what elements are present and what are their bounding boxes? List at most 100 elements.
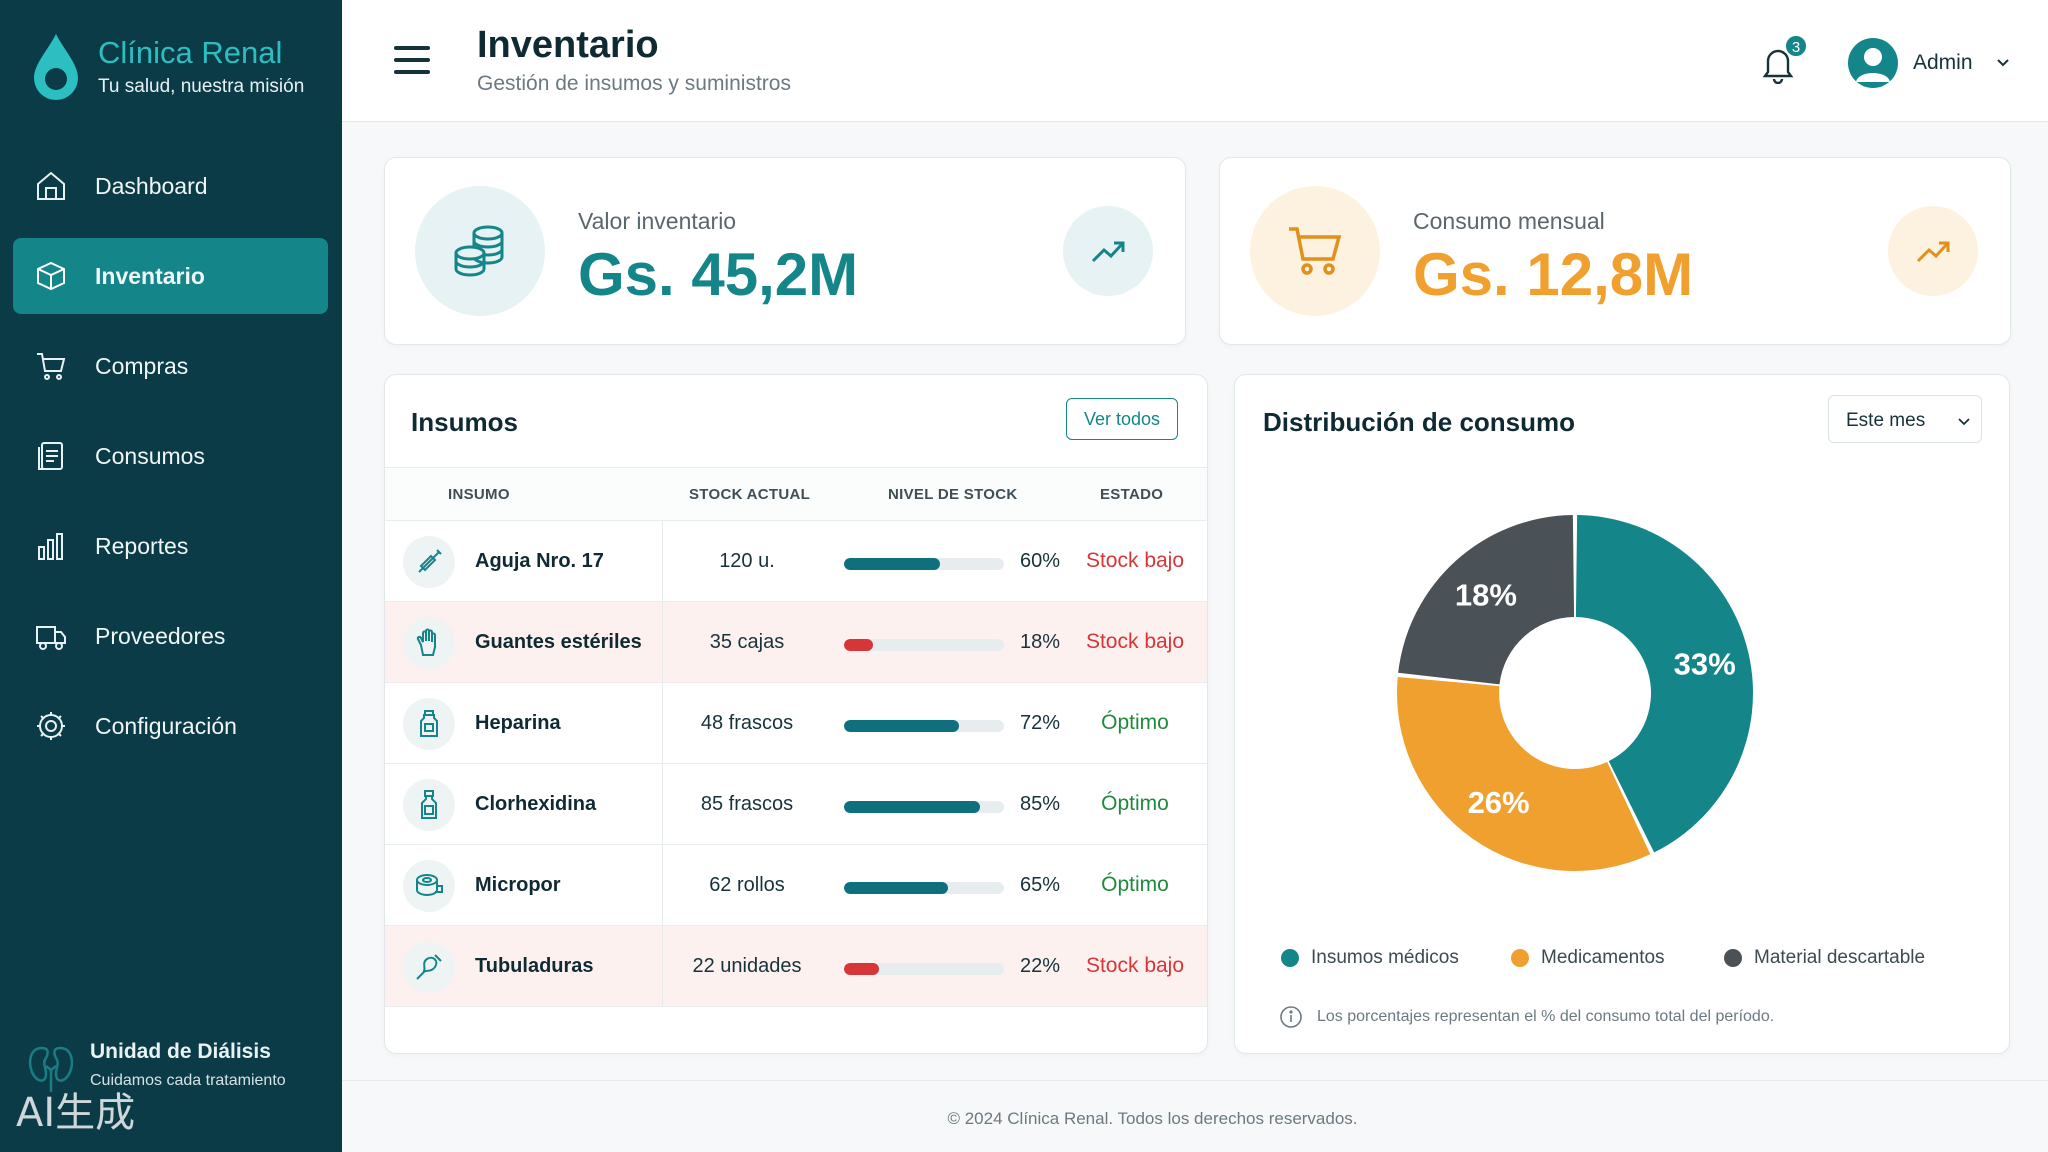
info-icon bbox=[1280, 1006, 1302, 1028]
legend-label: Medicamentos bbox=[1541, 947, 1665, 968]
table-body: Aguja Nro. 17 120 u. 60% Stock bajo Guan… bbox=[385, 521, 1207, 1007]
donut-slice-0[interactable] bbox=[1575, 515, 1753, 853]
status-badge: Stock bajo bbox=[1085, 954, 1185, 977]
stat-value: Gs. 45,2M bbox=[578, 241, 859, 308]
supply-name: Heparina bbox=[475, 712, 561, 734]
chevron-down-icon bbox=[1958, 418, 1970, 426]
sidebar-item-label: Proveedores bbox=[95, 622, 226, 649]
cart-icon bbox=[33, 348, 69, 384]
bell-icon[interactable] bbox=[1760, 44, 1796, 84]
supply-name: Clorhexidina bbox=[475, 793, 597, 815]
needle-icon bbox=[403, 536, 455, 588]
stock-level-fill bbox=[844, 720, 960, 732]
stock-level-fill bbox=[844, 801, 980, 813]
chart-note: Los porcentajes representan el % del con… bbox=[1279, 1005, 1774, 1029]
sidebar-nav: Dashboard Inventario Compras Consumos Re… bbox=[13, 148, 328, 778]
sidebar-item-label: Reportes bbox=[95, 532, 189, 559]
legend-swatch bbox=[1511, 949, 1529, 967]
view-all-button[interactable]: Ver todos bbox=[1066, 398, 1178, 440]
stock-level-fill bbox=[844, 558, 940, 570]
tape-icon bbox=[403, 860, 455, 912]
stat-value: Gs. 12,8M bbox=[1413, 241, 1694, 308]
cart-icon bbox=[1250, 186, 1380, 316]
chevron-down-icon[interactable] bbox=[1995, 54, 2011, 70]
sidebar-item-proveedores[interactable]: Proveedores bbox=[13, 598, 328, 674]
sidebar-item-label: Consumos bbox=[95, 442, 205, 469]
table-row[interactable]: Guantes estériles 35 cajas 18% Stock baj… bbox=[385, 602, 1207, 683]
inventory-value-card: Valor inventario Gs. 45,2M bbox=[384, 157, 1186, 345]
trend-up-icon bbox=[1888, 206, 1978, 296]
legend-item[interactable]: Medicamentos bbox=[1511, 947, 1665, 969]
stock-level-bar bbox=[844, 963, 1004, 975]
legend-swatch bbox=[1724, 949, 1742, 967]
avatar[interactable] bbox=[1848, 38, 1898, 88]
top-header: Inventario Gestión de insumos y suminist… bbox=[342, 0, 2048, 122]
stock-level-label: 72% bbox=[1019, 712, 1060, 734]
sidebar-item-label: Configuración bbox=[95, 712, 237, 739]
menu-toggle-button[interactable] bbox=[394, 46, 430, 76]
brand-name: Clínica Renal bbox=[98, 34, 283, 70]
supply-stock: 62 rollos bbox=[709, 874, 785, 896]
supply-name: Guantes estériles bbox=[475, 631, 642, 653]
legend-item[interactable]: Insumos médicos bbox=[1281, 947, 1459, 969]
footer: © 2024 Clínica Renal. Todos los derechos… bbox=[342, 1080, 2048, 1152]
chart-note-text: Los porcentajes representan el % del con… bbox=[1317, 1008, 1775, 1025]
table-row[interactable]: Micropor 62 rollos 65% Óptimo bbox=[385, 845, 1207, 926]
table-row[interactable]: Heparina 48 frascos 72% Óptimo bbox=[385, 683, 1207, 764]
copyright-text: © 2024 Clínica Renal. Todos los derechos… bbox=[947, 1109, 1358, 1128]
donut-slice-1[interactable] bbox=[1397, 677, 1651, 871]
truck-icon bbox=[33, 618, 69, 654]
donut-slice-label: 33% bbox=[1674, 646, 1736, 681]
stock-level-fill bbox=[844, 963, 880, 975]
stock-level-label: 85% bbox=[1019, 793, 1060, 815]
donut-slice-2[interactable] bbox=[1398, 515, 1575, 685]
column-header[interactable]: NIVEL DE STOCK bbox=[888, 486, 1018, 503]
drop-logo-icon bbox=[34, 34, 78, 100]
trend-up-icon bbox=[1063, 206, 1153, 296]
period-select[interactable]: Este mes bbox=[1828, 395, 1982, 443]
table-row[interactable]: Clorhexidina 85 frascos 85% Óptimo bbox=[385, 764, 1207, 845]
stock-level-bar bbox=[844, 639, 1004, 651]
box-icon bbox=[33, 258, 69, 294]
brand[interactable]: Clínica Renal Tu salud, nuestra misión bbox=[30, 32, 304, 102]
sidebar-item-consumos[interactable]: Consumos bbox=[13, 418, 328, 494]
column-header[interactable]: ESTADO bbox=[1100, 486, 1164, 503]
user-menu-label[interactable]: Admin bbox=[1913, 51, 1973, 74]
table-header: INSUMO STOCK ACTUAL NIVEL DE STOCK ESTAD… bbox=[385, 467, 1207, 521]
brand-tagline: Tu salud, nuestra misión bbox=[98, 76, 305, 98]
supply-name: Aguja Nro. 17 bbox=[475, 550, 604, 572]
donut-chart: 33% 26% 18% bbox=[1397, 515, 1753, 871]
supply-stock: 85 frascos bbox=[700, 793, 794, 815]
table-row[interactable]: Aguja Nro. 17 120 u. 60% Stock bajo bbox=[385, 521, 1207, 602]
stock-level-label: 65% bbox=[1019, 874, 1060, 896]
section-title: Insumos bbox=[411, 407, 518, 437]
sidebar-item-compras[interactable]: Compras bbox=[13, 328, 328, 404]
monthly-consumption-card: Consumo mensual Gs. 12,8M bbox=[1219, 157, 2011, 345]
section-title: Distribución de consumo bbox=[1263, 407, 1576, 437]
table-row[interactable]: Tubuladuras 22 unidades 22% Stock bajo bbox=[385, 926, 1207, 1007]
unit-info: Unidad de Diálisis Cuidamos cada tratami… bbox=[24, 1040, 286, 1096]
stock-level-label: 60% bbox=[1019, 550, 1060, 572]
stat-label: Consumo mensual bbox=[1413, 208, 1605, 234]
column-header[interactable]: INSUMO bbox=[448, 486, 510, 503]
sidebar-item-inventario[interactable]: Inventario bbox=[13, 238, 328, 314]
supply-stock: 35 cajas bbox=[709, 631, 785, 653]
legend-item[interactable]: Material descartable bbox=[1724, 947, 1925, 969]
glove-icon bbox=[403, 617, 455, 669]
status-badge: Óptimo bbox=[1101, 711, 1169, 734]
sidebar-item-reportes[interactable]: Reportes bbox=[13, 508, 328, 584]
supply-stock: 120 u. bbox=[719, 550, 775, 572]
period-select-value: Este mes bbox=[1846, 410, 1926, 431]
stock-level-bar bbox=[844, 558, 1004, 570]
sidebar-item-configuracion[interactable]: Configuración bbox=[13, 688, 328, 764]
vial-icon bbox=[403, 698, 455, 750]
donut-slice-label: 26% bbox=[1468, 785, 1530, 820]
stock-level-label: 18% bbox=[1019, 631, 1060, 653]
chart-legend: Insumos médicos Medicamentos Material de… bbox=[1281, 947, 1981, 977]
sidebar-item-dashboard[interactable]: Dashboard bbox=[13, 148, 328, 224]
supply-name: Tubuladuras bbox=[475, 955, 594, 977]
legend-label: Insumos médicos bbox=[1311, 947, 1459, 968]
column-header[interactable]: STOCK ACTUAL bbox=[689, 486, 811, 503]
coins-icon bbox=[415, 186, 545, 316]
document-icon bbox=[33, 438, 69, 474]
